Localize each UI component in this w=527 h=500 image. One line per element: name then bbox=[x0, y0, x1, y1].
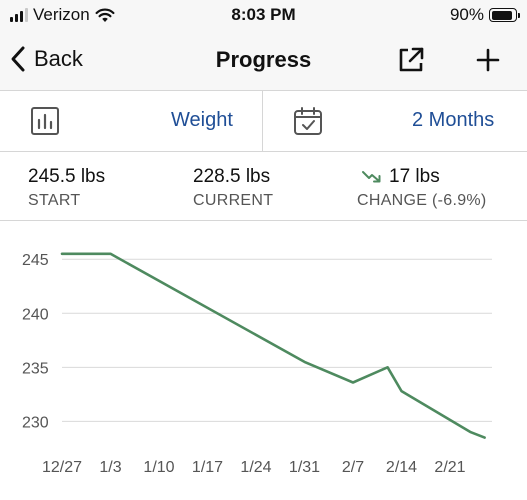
back-label: Back bbox=[34, 46, 83, 71]
x-tick-label: 2/14 bbox=[386, 459, 417, 476]
status-bar: Verizon 8:03 PM 90% bbox=[0, 0, 527, 32]
weight-chart: 230 235 240 245 12/27 1/3 1/10 1/17 1/24 1/31 2/7 2… bbox=[22, 252, 492, 476]
y-tick-label: 235 bbox=[22, 360, 49, 377]
stats-row: 245.5 lbs START 228.5 lbs CURRENT 17 lbs… bbox=[0, 152, 527, 221]
battery-icon bbox=[489, 8, 520, 22]
status-left: Verizon bbox=[10, 5, 115, 25]
plus-icon bbox=[476, 48, 500, 72]
selector-divider bbox=[262, 91, 263, 151]
metric-label: Weight bbox=[171, 109, 233, 131]
x-tick-label: 2/21 bbox=[434, 459, 465, 476]
stat-change: 17 lbs CHANGE (-6.9%) bbox=[357, 166, 487, 210]
x-tick-label: 1/10 bbox=[143, 459, 174, 476]
x-tick-label: 1/24 bbox=[240, 459, 271, 476]
chevron-left-icon bbox=[11, 46, 25, 72]
share-icon bbox=[399, 47, 424, 72]
x-tick-label: 1/3 bbox=[99, 459, 121, 476]
x-tick-label: 2/7 bbox=[342, 459, 364, 476]
selector-row: Weight 2 Months bbox=[0, 91, 527, 152]
bar-chart-icon bbox=[31, 107, 59, 135]
stat-current: 228.5 lbs CURRENT bbox=[193, 166, 273, 210]
cellular-signal-icon bbox=[10, 8, 28, 22]
current-caption: CURRENT bbox=[193, 192, 274, 209]
calendar-check-icon bbox=[294, 107, 322, 135]
y-tick-label: 230 bbox=[22, 414, 49, 431]
carrier-label: Verizon bbox=[33, 5, 90, 24]
change-value-row: 17 lbs bbox=[357, 166, 487, 188]
x-tick-label: 1/31 bbox=[289, 459, 320, 476]
y-tick-label: 245 bbox=[22, 252, 49, 269]
range-label: 2 Months bbox=[412, 109, 495, 131]
change-value: 17 lbs bbox=[389, 166, 440, 187]
back-button[interactable]: Back bbox=[10, 45, 83, 73]
start-caption: START bbox=[28, 192, 81, 209]
status-right: 90% bbox=[449, 5, 520, 25]
status-time: 8:03 PM bbox=[231, 5, 296, 24]
trend-down-icon bbox=[362, 171, 381, 183]
metric-selector[interactable]: Weight bbox=[0, 91, 262, 151]
share-button[interactable] bbox=[396, 45, 426, 75]
add-button[interactable] bbox=[474, 45, 502, 75]
stat-start: 245.5 lbs START bbox=[28, 166, 105, 210]
y-tick-label: 240 bbox=[22, 306, 49, 323]
x-tick-label: 12/27 bbox=[42, 459, 82, 476]
start-value: 245.5 lbs bbox=[28, 166, 106, 187]
navigation-bar: Back Progress bbox=[0, 32, 527, 91]
change-caption: CHANGE (-6.9%) bbox=[357, 192, 487, 209]
current-value: 228.5 lbs bbox=[193, 166, 271, 187]
battery-percent: 90% bbox=[449, 5, 484, 24]
weight-series-line bbox=[60, 252, 486, 439]
x-tick-label: 1/17 bbox=[192, 459, 223, 476]
wifi-icon bbox=[95, 8, 115, 22]
range-selector[interactable]: 2 Months bbox=[263, 91, 527, 151]
